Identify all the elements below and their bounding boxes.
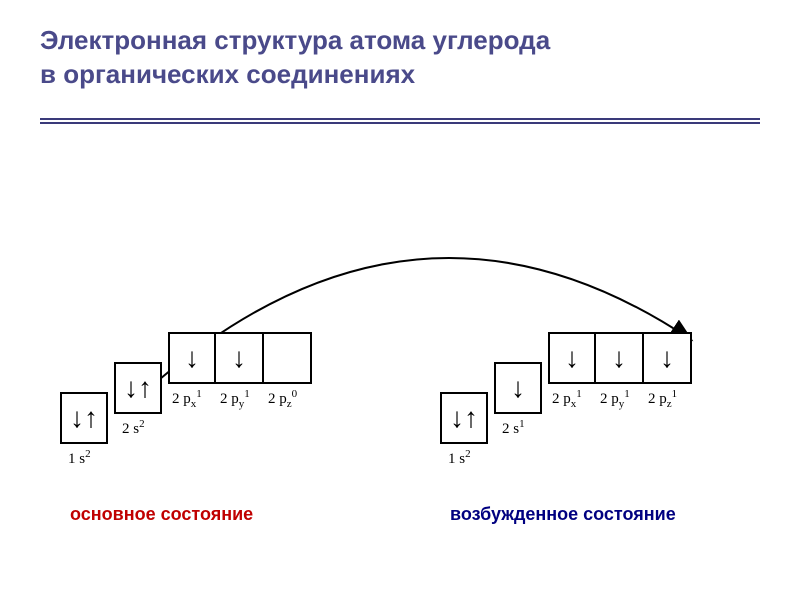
ground-2px-box: ↓ [168, 332, 216, 384]
excited-2px-label: 2 px1 [552, 388, 582, 410]
excited-state-label: возбужденное состояние [450, 504, 676, 525]
ground-2pz-label: 2 pz0 [268, 388, 297, 410]
title-line-1: Электронная структура атома углерода [40, 25, 550, 55]
diagram-area: ↓↑ 1 s2 ↓↑ 2 s2 ↓ 2 px1 ↓ 2 py1 2 pz0 ос… [0, 124, 800, 544]
excited-1s-label: 1 s2 [448, 448, 471, 468]
excited-2s-label: 2 s1 [502, 418, 525, 438]
ground-1s-label: 1 s2 [68, 448, 91, 468]
excited-2s-box: ↓ [494, 362, 542, 414]
excited-2pz-label: 2 pz1 [648, 388, 677, 410]
excited-1s-box: ↓↑ [440, 392, 488, 444]
title-line-2: в органических соединениях [40, 59, 415, 89]
excited-2py-box: ↓ [596, 332, 644, 384]
slide-title: Электронная структура атома углерода в о… [0, 0, 800, 102]
excited-2px-box: ↓ [548, 332, 596, 384]
ground-2py-label: 2 py1 [220, 388, 250, 410]
excited-2py-label: 2 py1 [600, 388, 630, 410]
ground-2pz-box [264, 332, 312, 384]
ground-1s-box: ↓↑ [60, 392, 108, 444]
ground-2px-label: 2 px1 [172, 388, 202, 410]
ground-2s-box: ↓↑ [114, 362, 162, 414]
ground-state-label: основное состояние [70, 504, 253, 525]
excited-2pz-box: ↓ [644, 332, 692, 384]
ground-2py-box: ↓ [216, 332, 264, 384]
ground-2s-label: 2 s2 [122, 418, 145, 438]
